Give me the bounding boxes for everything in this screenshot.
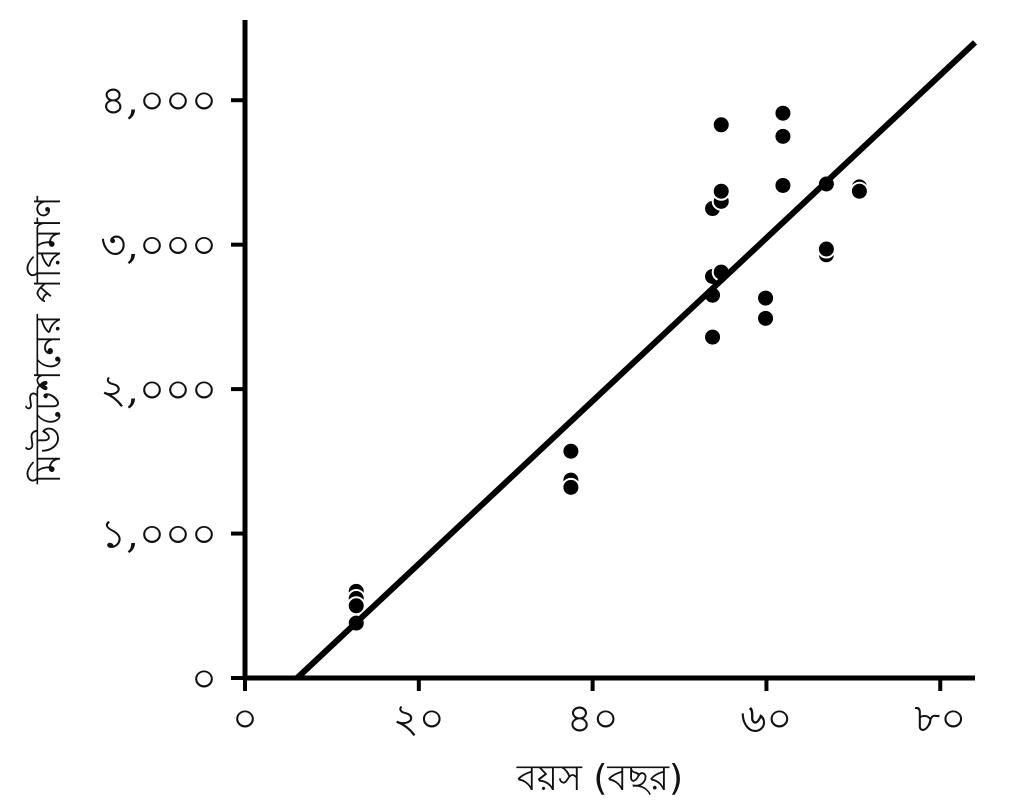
x-tick-label: ৪০ (567, 696, 619, 742)
y-tick-label: ৩,০০০ (100, 223, 217, 269)
data-point (849, 181, 869, 201)
y-tick-label: ৪,০০০ (100, 78, 217, 124)
data-point (703, 327, 723, 347)
x-tick-label: ৮০ (914, 696, 966, 742)
x-tick-label: ০ (232, 696, 258, 742)
data-point (756, 288, 776, 308)
data-point (756, 308, 776, 328)
x-tick-label: ৬০ (740, 696, 792, 742)
trend-line (295, 40, 978, 681)
y-tick-label: ১,০০০ (100, 512, 217, 558)
data-point (773, 175, 793, 195)
axis-ticks: ০ ২০ ৪০ ৬০ ৮০ ০ ১,০০০ ২,০০০ ৩,০০০ ৪,০০০ (100, 78, 966, 742)
data-point (711, 181, 731, 201)
x-axis-title: বয়স (বছর) (516, 758, 683, 799)
y-axis-title: মিউটেশনের পরিমাণ (25, 195, 69, 485)
data-point (773, 126, 793, 146)
y-tick-label: ২,০০০ (100, 367, 217, 413)
data-point (773, 103, 793, 123)
data-point (561, 441, 581, 461)
data-point (346, 596, 366, 616)
data-points (346, 103, 869, 633)
data-point (816, 239, 836, 259)
data-point (561, 477, 581, 497)
x-tick-label: ২০ (393, 696, 445, 742)
y-tick-label: ০ (191, 656, 217, 702)
data-point (711, 115, 731, 135)
